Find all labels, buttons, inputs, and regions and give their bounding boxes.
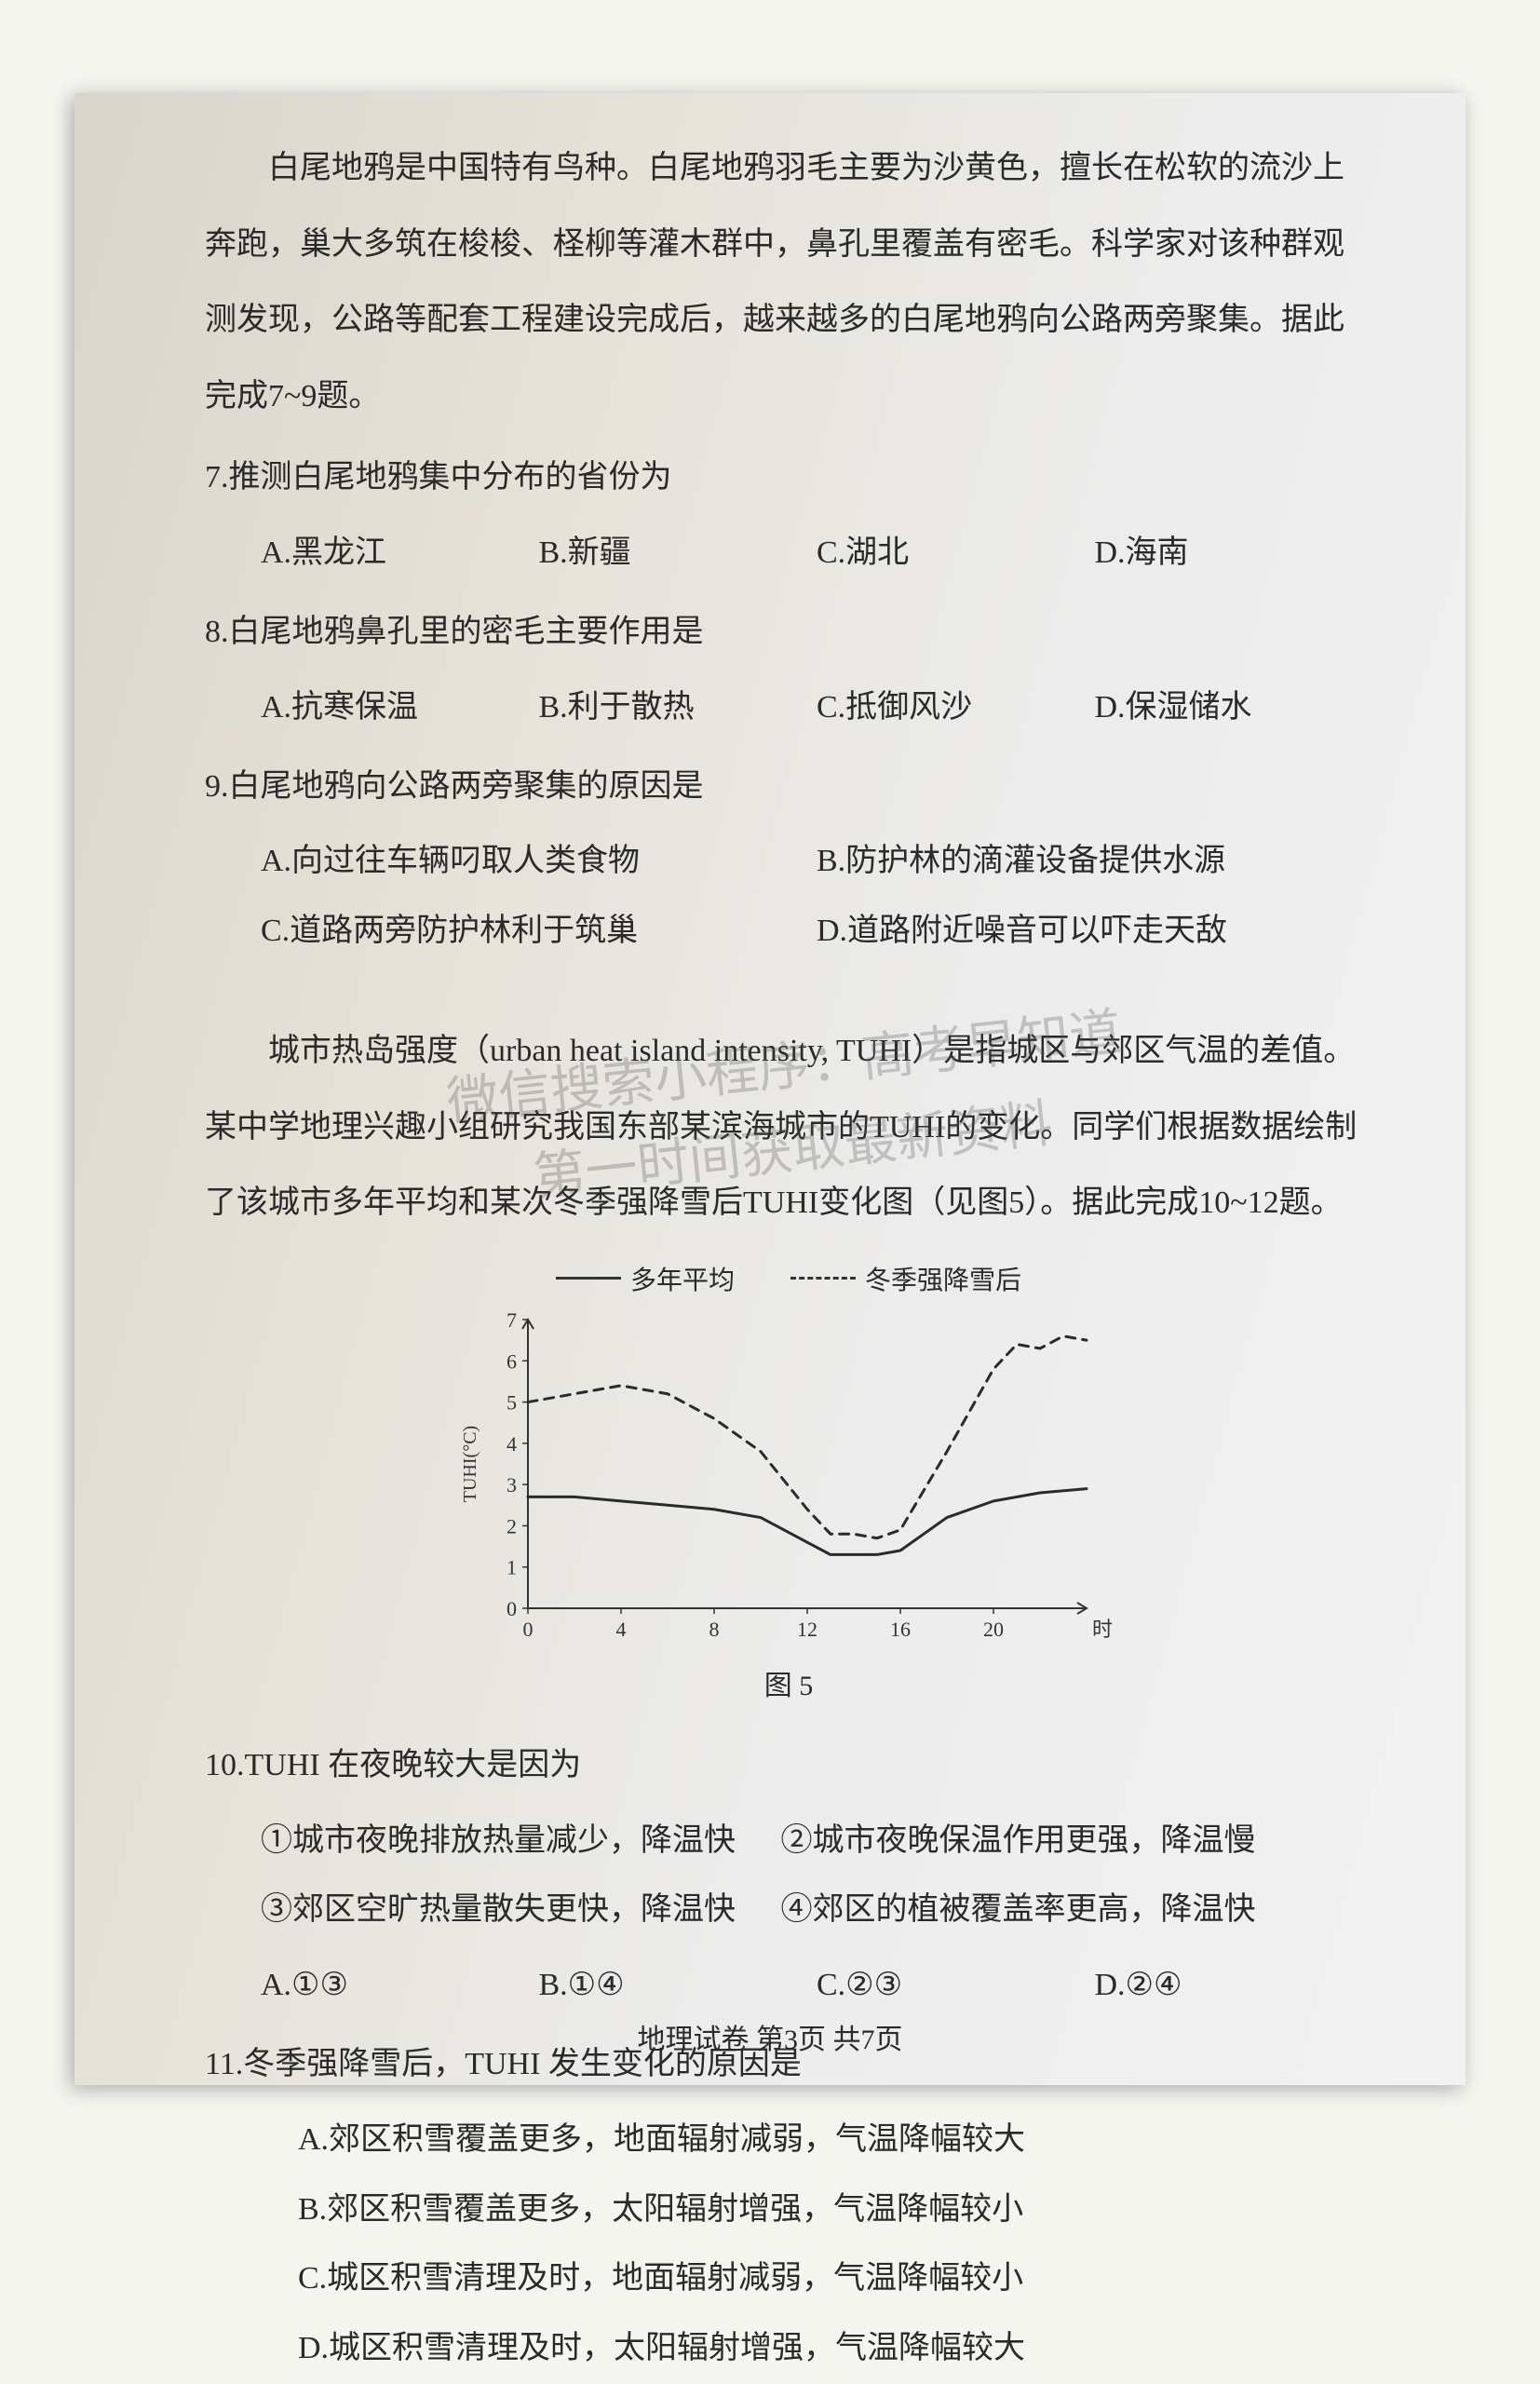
svg-text:1: 1 — [507, 1555, 517, 1578]
q11-opt-b: B.郊区积雪覆盖更多，太阳辐射增强，气温降幅较小 — [298, 2175, 1372, 2245]
svg-text:7: 7 — [507, 1308, 517, 1332]
question-10: 10.TUHI 在夜晚较大是因为 — [205, 1731, 1372, 1801]
legend-snow: 冬季强降雪后 — [790, 1260, 1021, 1297]
q7-opt-c: C.湖北 — [817, 519, 1095, 589]
passage-1: 白尾地鸦是中国特有鸟种。白尾地鸦羽毛主要为沙黄色，擅长在松软的流沙上奔跑，巢大多… — [205, 130, 1372, 434]
exam-page: 白尾地鸦是中国特有鸟种。白尾地鸦羽毛主要为沙黄色，擅长在松软的流沙上奔跑，巢大多… — [74, 93, 1466, 2085]
q7-opt-a: A.黑龙江 — [261, 519, 539, 589]
q11-opt-d: D.城区积雪清理及时，太阳辐射增强，气温降幅较大 — [298, 2314, 1372, 2384]
question-8-options: A.抗寒保温 B.利于散热 C.抵御风沙 D.保湿储水 — [205, 673, 1372, 743]
svg-text:4: 4 — [507, 1432, 517, 1456]
legend-annual-label: 多年平均 — [630, 1260, 735, 1297]
q10-opt-c: C.②③ — [817, 1951, 1095, 2021]
legend-snow-label: 冬季强降雪后 — [865, 1260, 1021, 1297]
svg-text:0: 0 — [507, 1597, 517, 1620]
q7-opt-d: D.海南 — [1095, 519, 1373, 589]
q10-sub1: ①城市夜晚排放热量减少，降温快 — [261, 1807, 736, 1876]
passage-2: 城市热岛强度（urban heat island intensity, TUHI… — [205, 1013, 1372, 1241]
legend-annual: 多年平均 — [556, 1260, 735, 1297]
svg-text:2: 2 — [507, 1514, 517, 1537]
page-footer: 地理试卷 第3页 共7页 — [74, 2016, 1466, 2057]
svg-text:时: 时 — [1092, 1618, 1113, 1641]
question-9-options: A.向过往车辆叼取人类食物 B.防护林的滴灌设备提供水源 C.道路两旁防护林利于… — [205, 827, 1372, 967]
q8-opt-b: B.利于散热 — [539, 673, 817, 743]
svg-text:0: 0 — [523, 1618, 534, 1641]
legend-solid-line-icon — [556, 1277, 621, 1280]
question-11-options: A.郊区积雪覆盖更多，地面辐射减弱，气温降幅较大 B.郊区积雪覆盖更多，太阳辐射… — [205, 2106, 1372, 2384]
q10-sub3: ③郊区空旷热量散失更快，降温快 — [261, 1876, 736, 1945]
legend-dashed-line-icon — [790, 1277, 856, 1280]
chart-figure-5: 多年平均 冬季强降雪后 01234567048121620时TUHI(°C) 图… — [205, 1260, 1372, 1703]
q10-sub2: ②城市夜晚保温作用更强，降温慢 — [781, 1807, 1256, 1876]
svg-text:6: 6 — [507, 1349, 517, 1373]
q10-opt-b: B.①④ — [539, 1951, 817, 2021]
line-chart: 01234567048121620时TUHI(°C) — [463, 1301, 1114, 1655]
svg-text:16: 16 — [890, 1618, 911, 1641]
q10-sub4: ④郊区的植被覆盖率更高，降温快 — [781, 1876, 1256, 1945]
question-8: 8.白尾地鸦鼻孔里的密毛主要作用是 — [205, 598, 1372, 668]
q10-sub-options: ①城市夜晚排放热量减少，降温快 ②城市夜晚保温作用更强，降温慢 ③郊区空旷热量散… — [205, 1807, 1372, 1946]
chart-legend: 多年平均 冬季强降雪后 — [556, 1260, 1021, 1297]
svg-text:20: 20 — [983, 1618, 1004, 1641]
svg-text:3: 3 — [507, 1473, 517, 1497]
q9-opt-a: A.向过往车辆叼取人类食物 — [261, 827, 817, 897]
q11-opt-c: C.城区积雪清理及时，地面辐射减弱，气温降幅较小 — [298, 2244, 1372, 2314]
q8-opt-c: C.抵御风沙 — [817, 673, 1095, 743]
question-9: 9.白尾地鸦向公路两旁聚集的原因是 — [205, 752, 1372, 822]
q8-opt-d: D.保湿储水 — [1095, 673, 1373, 743]
q9-opt-d: D.道路附近噪音可以吓走天敌 — [817, 897, 1372, 967]
svg-text:TUHI(°C): TUHI(°C) — [463, 1426, 480, 1502]
svg-text:4: 4 — [616, 1618, 627, 1641]
svg-text:8: 8 — [709, 1618, 720, 1641]
q8-opt-a: A.抗寒保温 — [261, 673, 539, 743]
svg-text:12: 12 — [797, 1618, 817, 1641]
q9-opt-b: B.防护林的滴灌设备提供水源 — [817, 827, 1372, 897]
question-7: 7.推测白尾地鸦集中分布的省份为 — [205, 443, 1372, 513]
q10-opt-a: A.①③ — [261, 1951, 539, 2021]
q7-opt-b: B.新疆 — [539, 519, 817, 589]
question-7-options: A.黑龙江 B.新疆 C.湖北 D.海南 — [205, 519, 1372, 589]
q11-opt-a: A.郊区积雪覆盖更多，地面辐射减弱，气温降幅较大 — [298, 2106, 1372, 2175]
q10-opt-d: D.②④ — [1095, 1951, 1373, 2021]
chart-caption: 图 5 — [764, 1662, 814, 1703]
q9-opt-c: C.道路两旁防护林利于筑巢 — [261, 897, 817, 967]
question-10-options: A.①③ B.①④ C.②③ D.②④ — [205, 1951, 1372, 2021]
svg-text:5: 5 — [507, 1390, 517, 1414]
